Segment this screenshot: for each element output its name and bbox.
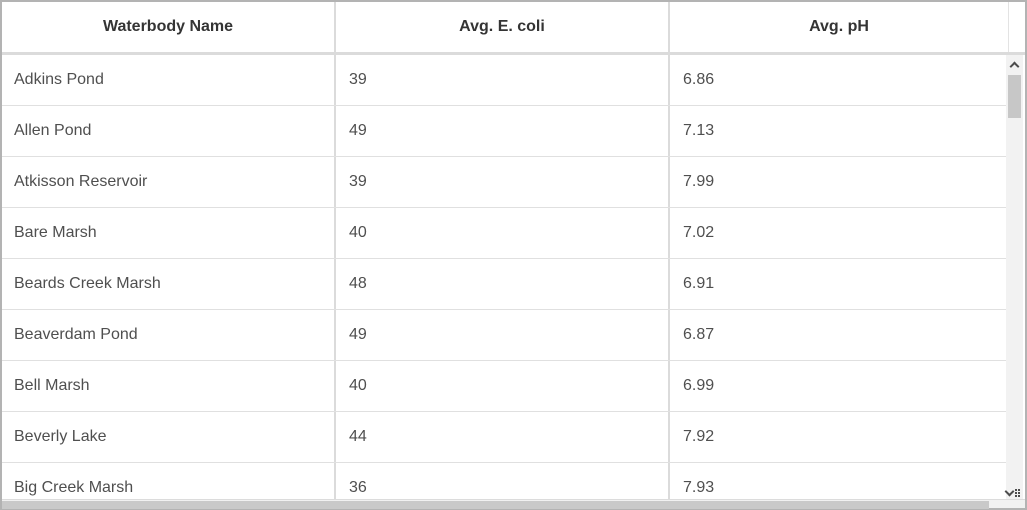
cell-avg-ph: 6.87: [668, 310, 1008, 360]
cell-waterbody-name: Allen Pond: [14, 122, 92, 139]
cell-avg-ecoli: 39: [334, 157, 668, 207]
table-header-row: Waterbody Name Avg. E. coli Avg. pH: [2, 2, 1025, 55]
table-row[interactable]: Atkisson Reservoir 39 7.99: [2, 157, 1008, 208]
scrollbar-corner[interactable]: [1004, 482, 1023, 498]
cell-avg-ecoli: 49: [334, 310, 668, 360]
column-header-avg-ph[interactable]: Avg. pH: [668, 2, 1008, 52]
cell-avg-ecoli: 44: [334, 412, 668, 462]
cell-avg-ecoli: 48: [334, 259, 668, 309]
cell-avg-ph: 6.99: [668, 361, 1008, 411]
cell-waterbody-name: Bell Marsh: [14, 377, 90, 394]
horizontal-scrollbar-thumb[interactable]: [2, 501, 989, 509]
cell-avg-ph: 6.91: [668, 259, 1008, 309]
cell-avg-ph: 6.86: [668, 55, 1008, 105]
table-body: Adkins Pond 39 6.86 Allen Pond 49 7.13 A…: [2, 55, 1008, 499]
header-scrollbar-spacer: [1008, 2, 1025, 52]
cell-avg-ecoli: 40: [334, 208, 668, 258]
table-row[interactable]: Bare Marsh 40 7.02: [2, 208, 1008, 259]
table-row[interactable]: Big Creek Marsh 36 7.93: [2, 463, 1008, 499]
resize-grip-icon: [1015, 489, 1020, 497]
cell-waterbody-name: Beards Creek Marsh: [14, 275, 161, 292]
vertical-scrollbar-thumb[interactable]: [1008, 75, 1021, 118]
table-row[interactable]: Beverly Lake 44 7.92: [2, 412, 1008, 463]
cell-waterbody-name: Beaverdam Pond: [14, 326, 138, 343]
table-row[interactable]: Adkins Pond 39 6.86: [2, 55, 1008, 106]
column-header-avg-ecoli[interactable]: Avg. E. coli: [334, 2, 668, 52]
cell-avg-ph: 7.92: [668, 412, 1008, 462]
cell-avg-ecoli: 49: [334, 106, 668, 156]
cell-avg-ecoli: 39: [334, 55, 668, 105]
chevron-down-icon: [1004, 486, 1015, 497]
cell-avg-ecoli: 36: [334, 463, 668, 499]
column-header-waterbody-name[interactable]: Waterbody Name: [102, 18, 234, 35]
table-row[interactable]: Bell Marsh 40 6.99: [2, 361, 1008, 412]
table-row[interactable]: Allen Pond 49 7.13: [2, 106, 1008, 157]
cell-avg-ph: 7.02: [668, 208, 1008, 258]
table-row[interactable]: Beards Creek Marsh 48 6.91: [2, 259, 1008, 310]
cell-avg-ph: 7.93: [668, 463, 1008, 499]
cell-waterbody-name: Adkins Pond: [14, 71, 104, 88]
cell-waterbody-name: Beverly Lake: [14, 428, 107, 445]
cell-avg-ph: 7.13: [668, 106, 1008, 156]
cell-waterbody-name: Bare Marsh: [14, 224, 97, 241]
scroll-up-button[interactable]: [1006, 55, 1023, 75]
cell-waterbody-name: Atkisson Reservoir: [14, 173, 148, 190]
cell-avg-ecoli: 40: [334, 361, 668, 411]
table-row[interactable]: Beaverdam Pond 49 6.87: [2, 310, 1008, 361]
vertical-scrollbar[interactable]: [1004, 55, 1023, 499]
chevron-up-icon: [1009, 61, 1020, 72]
horizontal-scrollbar[interactable]: [2, 499, 1025, 509]
cell-waterbody-name: Big Creek Marsh: [14, 479, 134, 496]
cell-avg-ph: 7.99: [668, 157, 1008, 207]
